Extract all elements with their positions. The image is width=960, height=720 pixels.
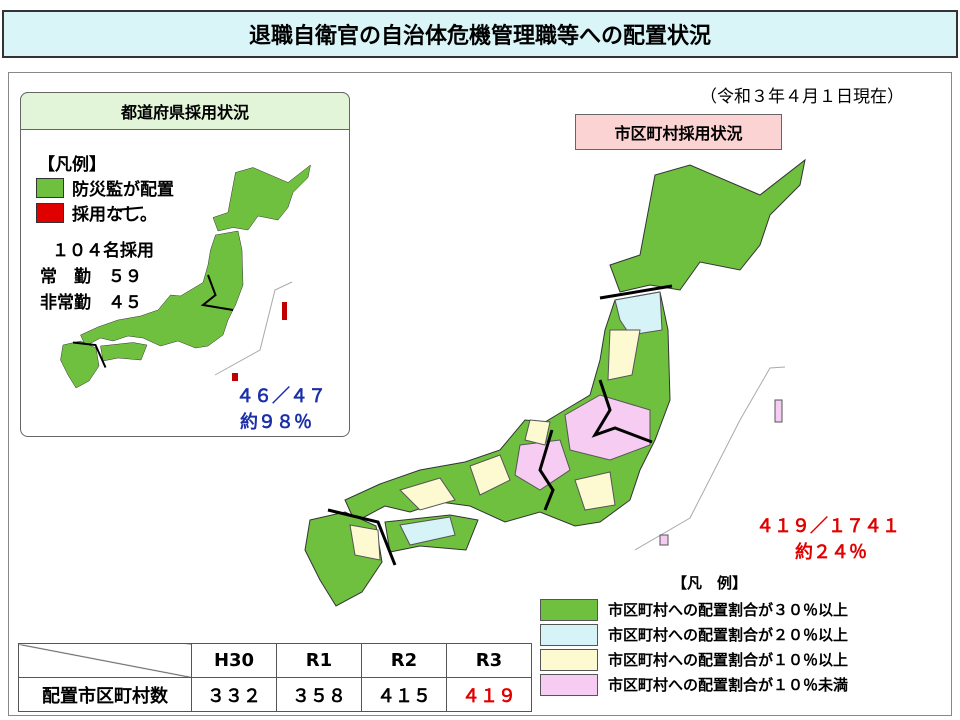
corner-cell	[18, 643, 192, 678]
legend-item: 防災監が配置	[36, 175, 174, 200]
legend-label: 市区町村への配置割合が１０％以上	[608, 651, 849, 669]
cell: ４１９	[446, 677, 532, 712]
legend-item: 市区町村への配置割合が１０％未満	[540, 672, 848, 697]
legend: 防災監が配置 採用なし。	[36, 175, 174, 225]
header-cell: R3	[446, 643, 532, 678]
percent: 約９８％	[240, 412, 312, 433]
legend-swatch	[36, 202, 64, 223]
row-label: 配置市区町村数	[18, 677, 192, 712]
stat: 常 勤 ５９	[40, 267, 142, 287]
okinawa-frame	[214, 281, 293, 376]
stat: 非常勤 ４５	[40, 293, 142, 313]
legend-label: 市区町村への配置割合が１０％未満	[608, 676, 849, 694]
title: 退職自衛官の自治体危機管理職等への配置状況	[2, 10, 958, 58]
legend-swatch	[540, 648, 598, 671]
municipal-map	[304, 159, 806, 607]
legend-label: 防災監が配置	[72, 180, 174, 200]
header-cell: H30	[191, 643, 277, 678]
legend-item: 採用なし。	[36, 200, 174, 225]
legend-title: 【凡 例】	[672, 574, 748, 592]
header-cell: R1	[276, 643, 362, 678]
cell: ３３２	[191, 677, 277, 712]
legend-label: 採用なし。	[72, 205, 157, 225]
legend-item: 市区町村への配置割合が１０％以上	[540, 647, 848, 672]
percent: 約２４％	[795, 542, 867, 563]
ratio: ４１９／１７４１	[756, 516, 900, 537]
table: H30 R1 R2 R3 配置市区町村数 ３３２ ３５８ ４１５ ４１９	[18, 643, 532, 712]
legend: 市区町村への配置割合が３０％以上 市区町村への配置割合が２０％以上 市区町村への配置…	[540, 597, 848, 697]
prefecture-map	[60, 164, 311, 389]
date-note: （令和３年４月１日現在）	[700, 87, 904, 107]
cell: ４１５	[361, 677, 447, 712]
frame	[8, 72, 952, 716]
cell: ３５８	[276, 677, 362, 712]
stats: １０４名採用 常 勤 ５９ 非常勤 ４５	[40, 238, 154, 316]
header-cell: R2	[361, 643, 447, 678]
panel-heading: 都道府県採用状況	[20, 92, 350, 130]
legend-item: 市区町村への配置割合が２０％以上	[540, 622, 848, 647]
legend-swatch	[540, 623, 598, 646]
legend-swatch	[540, 673, 598, 696]
okinawa	[232, 373, 238, 381]
legend-swatch	[540, 598, 598, 621]
stat: １０４名採用	[52, 241, 154, 261]
legend-label: 市区町村への配置割合が３０％以上	[608, 601, 849, 619]
ratio: ４６／４７	[236, 386, 326, 407]
legend-swatch	[36, 177, 64, 198]
panel-heading: 市区町村採用状況	[575, 114, 782, 150]
okinawa	[282, 302, 287, 320]
legend-item: 市区町村への配置割合が３０％以上	[540, 597, 848, 622]
legend-label: 市区町村への配置割合が２０％以上	[608, 626, 849, 644]
legend-title: 【凡例】	[38, 155, 106, 175]
